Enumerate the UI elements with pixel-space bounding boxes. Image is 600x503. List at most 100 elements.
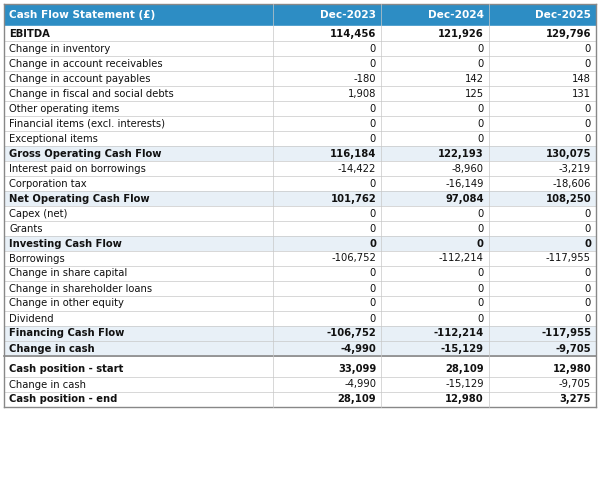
Text: -15,129: -15,129 bbox=[445, 379, 484, 389]
Text: -4,990: -4,990 bbox=[344, 379, 376, 389]
Text: -112,214: -112,214 bbox=[439, 254, 484, 264]
Text: 0: 0 bbox=[370, 119, 376, 128]
Text: 0: 0 bbox=[478, 133, 484, 143]
Bar bbox=[381, 4, 489, 26]
Text: 0: 0 bbox=[478, 43, 484, 53]
Text: -180: -180 bbox=[353, 73, 376, 83]
Text: -14,422: -14,422 bbox=[338, 163, 376, 174]
Text: 0: 0 bbox=[478, 269, 484, 279]
Text: Change in shareholder loans: Change in shareholder loans bbox=[9, 284, 152, 293]
Text: 0: 0 bbox=[370, 269, 376, 279]
Text: Cash position - end: Cash position - end bbox=[9, 394, 118, 404]
Text: 0: 0 bbox=[370, 298, 376, 308]
Text: Corporation tax: Corporation tax bbox=[9, 179, 86, 189]
Text: Cash position - start: Cash position - start bbox=[9, 365, 124, 375]
Text: Investing Cash Flow: Investing Cash Flow bbox=[9, 238, 122, 248]
Bar bbox=[4, 296, 596, 311]
Text: 130,075: 130,075 bbox=[545, 148, 591, 158]
Bar bbox=[489, 4, 596, 26]
Text: 0: 0 bbox=[370, 209, 376, 218]
Bar bbox=[4, 56, 596, 71]
Bar bbox=[4, 311, 596, 326]
Text: Change in other equity: Change in other equity bbox=[9, 298, 124, 308]
Text: Gross Operating Cash Flow: Gross Operating Cash Flow bbox=[9, 148, 161, 158]
Text: 0: 0 bbox=[477, 238, 484, 248]
Text: Borrowings: Borrowings bbox=[9, 254, 65, 264]
Text: 0: 0 bbox=[370, 313, 376, 323]
Text: -8,960: -8,960 bbox=[452, 163, 484, 174]
Text: Change in account payables: Change in account payables bbox=[9, 73, 151, 83]
Text: 142: 142 bbox=[465, 73, 484, 83]
Text: 0: 0 bbox=[370, 43, 376, 53]
Bar bbox=[274, 4, 381, 26]
Text: Financial items (excl. interests): Financial items (excl. interests) bbox=[9, 119, 165, 128]
Text: Exceptional items: Exceptional items bbox=[9, 133, 98, 143]
Text: 0: 0 bbox=[478, 223, 484, 233]
Text: 0: 0 bbox=[478, 298, 484, 308]
Text: Financing Cash Flow: Financing Cash Flow bbox=[9, 328, 124, 339]
Bar bbox=[4, 191, 596, 206]
Text: 114,456: 114,456 bbox=[330, 29, 376, 39]
Text: -106,752: -106,752 bbox=[331, 254, 376, 264]
Text: Change in cash: Change in cash bbox=[9, 379, 86, 389]
Text: Dec-2025: Dec-2025 bbox=[535, 10, 591, 20]
Bar bbox=[4, 356, 596, 362]
Bar bbox=[4, 26, 596, 41]
Bar bbox=[4, 377, 596, 392]
Text: -117,955: -117,955 bbox=[546, 254, 591, 264]
Text: 0: 0 bbox=[370, 104, 376, 114]
Text: 0: 0 bbox=[585, 223, 591, 233]
Text: Dividend: Dividend bbox=[9, 313, 53, 323]
Bar bbox=[4, 362, 596, 377]
Text: Other operating items: Other operating items bbox=[9, 104, 119, 114]
Text: Dec-2024: Dec-2024 bbox=[428, 10, 484, 20]
Text: 0: 0 bbox=[370, 223, 376, 233]
Text: 0: 0 bbox=[585, 119, 591, 128]
Bar bbox=[4, 206, 596, 221]
Text: 0: 0 bbox=[585, 58, 591, 68]
Bar bbox=[4, 266, 596, 281]
Text: 0: 0 bbox=[370, 133, 376, 143]
Bar bbox=[4, 341, 596, 356]
Text: 0: 0 bbox=[369, 238, 376, 248]
Text: 108,250: 108,250 bbox=[545, 194, 591, 204]
Text: 0: 0 bbox=[370, 284, 376, 293]
Text: 0: 0 bbox=[585, 43, 591, 53]
Text: 0: 0 bbox=[370, 179, 376, 189]
Text: 0: 0 bbox=[478, 313, 484, 323]
Text: Grants: Grants bbox=[9, 223, 43, 233]
Text: 0: 0 bbox=[585, 284, 591, 293]
Text: 0: 0 bbox=[585, 298, 591, 308]
Text: Change in share capital: Change in share capital bbox=[9, 269, 127, 279]
Text: -4,990: -4,990 bbox=[340, 344, 376, 354]
Text: Change in inventory: Change in inventory bbox=[9, 43, 110, 53]
Text: -106,752: -106,752 bbox=[326, 328, 376, 339]
Text: Capex (net): Capex (net) bbox=[9, 209, 67, 218]
Text: -16,149: -16,149 bbox=[445, 179, 484, 189]
Text: 0: 0 bbox=[585, 269, 591, 279]
Text: 0: 0 bbox=[585, 104, 591, 114]
Text: 121,926: 121,926 bbox=[438, 29, 484, 39]
Text: 0: 0 bbox=[478, 209, 484, 218]
Text: 12,980: 12,980 bbox=[553, 365, 591, 375]
Bar bbox=[4, 392, 596, 407]
Bar bbox=[4, 221, 596, 236]
Bar bbox=[4, 86, 596, 101]
Text: Cash Flow Statement (£): Cash Flow Statement (£) bbox=[9, 10, 155, 20]
Text: 97,084: 97,084 bbox=[445, 194, 484, 204]
Text: EBITDA: EBITDA bbox=[9, 29, 50, 39]
Text: 0: 0 bbox=[585, 209, 591, 218]
Bar bbox=[4, 251, 596, 266]
Text: 131: 131 bbox=[572, 89, 591, 99]
Text: 122,193: 122,193 bbox=[438, 148, 484, 158]
Text: 28,109: 28,109 bbox=[445, 365, 484, 375]
Text: Interest paid on borrowings: Interest paid on borrowings bbox=[9, 163, 146, 174]
Text: 116,184: 116,184 bbox=[330, 148, 376, 158]
Text: 125: 125 bbox=[465, 89, 484, 99]
Text: 33,099: 33,099 bbox=[338, 365, 376, 375]
Text: -9,705: -9,705 bbox=[556, 344, 591, 354]
Bar bbox=[4, 326, 596, 341]
Text: 101,762: 101,762 bbox=[331, 194, 376, 204]
Text: Dec-2023: Dec-2023 bbox=[320, 10, 376, 20]
Text: 0: 0 bbox=[585, 313, 591, 323]
